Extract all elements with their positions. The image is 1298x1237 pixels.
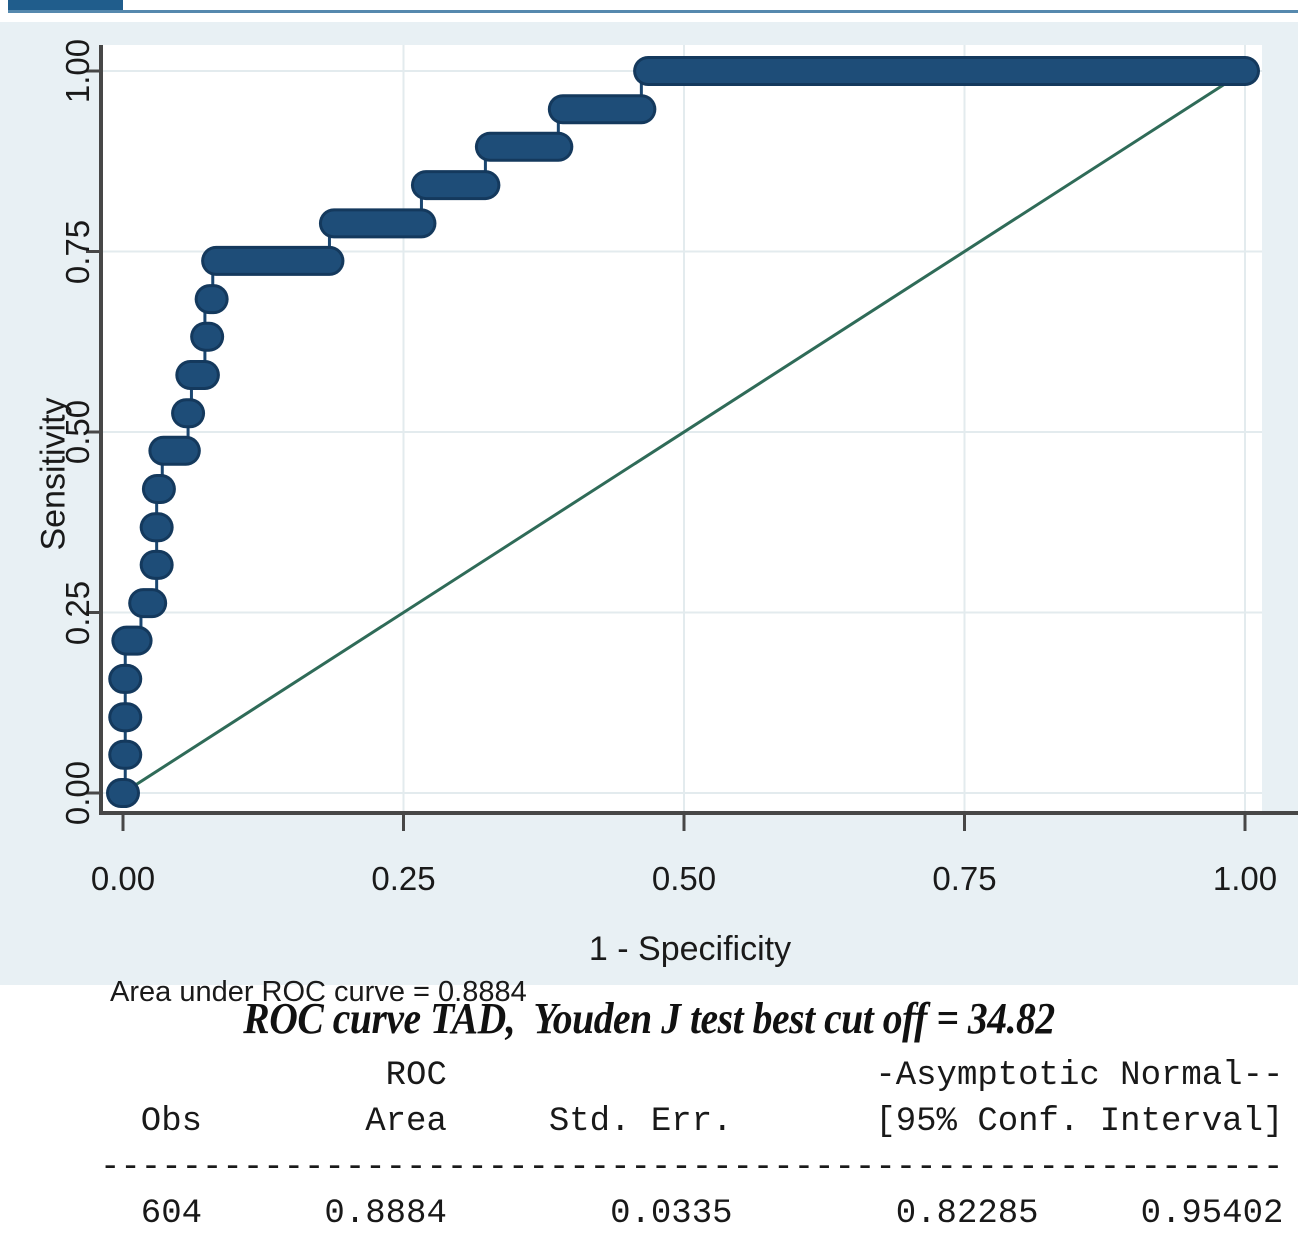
figure-caption: ROC curve TAD, Youden J test best cut of… (243, 994, 1055, 1043)
x-axis-title: 1 - Specificity (588, 930, 792, 968)
window-top-strip (8, 10, 1298, 13)
roc-plot: Sensitivity 1 - Specificity Area under R… (0, 22, 1298, 1008)
y-tick-label: 0.75 (59, 219, 96, 284)
window-tab[interactable] (8, 0, 123, 13)
x-tick-label: 0.50 (651, 860, 717, 897)
table-separator: ----------------------------------------… (100, 1149, 1284, 1187)
x-tick-label: 0.00 (90, 860, 156, 897)
y-tick-label: 0.25 (59, 580, 96, 645)
x-tick-label: 1.00 (1212, 860, 1278, 897)
table-data-row: 604 0.8884 0.0335 0.82285 0.95402 (100, 1195, 1284, 1233)
roc-svg (0, 22, 1298, 985)
y-tick-label: 0.50 (59, 399, 96, 465)
roc-stats-table: ROC -Asymptotic Normal-- Obs Area Std. E… (100, 1053, 1283, 1237)
table-header-line-1: ROC -Asymptotic Normal-- (100, 1057, 1284, 1095)
y-tick-label: 1.00 (59, 38, 96, 104)
y-tick-label: 0.00 (59, 760, 96, 826)
auc-annotation: Area under ROC curve = 0.8884 (110, 976, 527, 1008)
x-tick-label: 0.25 (371, 860, 436, 897)
table-header-line-2: Obs Area Std. Err. [95% Conf. Interval] (100, 1103, 1284, 1141)
x-tick-label: 0.75 (932, 860, 997, 897)
